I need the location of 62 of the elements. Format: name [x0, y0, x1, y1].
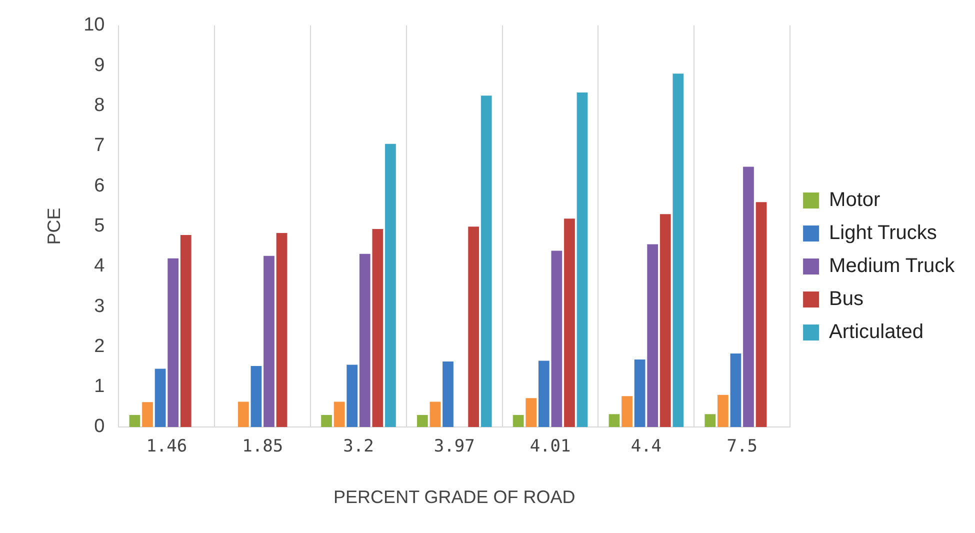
bar [346, 364, 358, 427]
bar [743, 166, 754, 427]
x-tick-label: 1.46 [146, 436, 188, 457]
bar [321, 414, 332, 427]
bar [250, 366, 262, 427]
bar [359, 254, 370, 427]
x-tick-label: 4.4 [630, 436, 662, 457]
legend-label: Medium Truck [829, 255, 956, 278]
bar [704, 414, 716, 427]
legend-label: Bus [829, 288, 864, 310]
bar [551, 250, 562, 427]
bar [756, 202, 767, 427]
bar [372, 229, 384, 427]
x-tick-label: 7.5 [726, 436, 758, 457]
bar [264, 256, 274, 427]
legend-label: Articulated [829, 321, 924, 344]
y-tick-label: 3 [94, 296, 105, 317]
x-tick-label: 1.85 [242, 436, 284, 457]
y-tick-label: 7 [94, 135, 105, 156]
y-tick-label: 9 [94, 54, 105, 76]
bar [442, 362, 454, 427]
y-tick-label: 5 [94, 215, 105, 236]
bar [538, 360, 550, 427]
bar [622, 396, 632, 427]
bar [468, 226, 480, 427]
legend-label: Light Trucks [829, 222, 937, 244]
bar [129, 414, 140, 427]
bar [526, 398, 537, 427]
y-tick-label: 10 [84, 14, 105, 36]
y-tick-label: 1 [94, 376, 105, 398]
bar [334, 402, 345, 427]
bar [168, 258, 179, 427]
bar [276, 233, 288, 427]
bar [180, 235, 192, 427]
bar [142, 402, 153, 427]
x-axis-title: PERCENT GRADE OF ROAD [334, 487, 576, 508]
bar [672, 74, 684, 427]
bar [238, 402, 249, 427]
y-tick-label: 0 [94, 416, 105, 438]
bar [512, 414, 524, 427]
legend-label: Motor [829, 189, 881, 212]
bar [564, 218, 575, 427]
bar [480, 96, 492, 427]
y-axis-title: PCE [44, 208, 64, 245]
bar [430, 402, 441, 427]
bar [730, 354, 742, 427]
bar [717, 394, 728, 427]
bar [576, 92, 588, 427]
x-tick-label: 3.2 [343, 436, 374, 457]
y-tick-label: 2 [94, 336, 105, 357]
bar [154, 368, 166, 427]
y-tick-label: 8 [94, 94, 105, 116]
y-tick-label: 6 [94, 175, 105, 196]
bar [634, 360, 646, 427]
bar [647, 244, 658, 427]
bar [385, 144, 396, 427]
bar [608, 414, 620, 427]
bar [660, 214, 671, 427]
bar [416, 414, 428, 427]
x-tick-label: 3.97 [434, 436, 475, 457]
y-tick-label: 4 [94, 256, 106, 277]
x-tick-label: 4.01 [530, 436, 571, 457]
